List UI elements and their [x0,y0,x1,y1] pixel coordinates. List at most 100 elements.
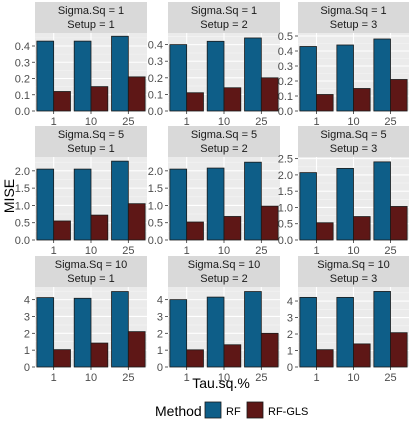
bar-rf [299,172,317,241]
bar-rf [169,299,188,368]
x-tick-label: 1 [51,116,57,128]
y-tick-label: 1 [287,346,293,358]
x-tick-label: 1 [313,116,319,128]
x-tick-label: 10 [347,245,359,257]
bar-rf [111,35,129,112]
y-tick-label: 2.0 [15,166,30,178]
bar-rf [336,167,354,241]
y-tick-label: 0.5 [278,31,293,43]
y-tick-label: 4 [24,295,30,307]
bar-rf [373,38,391,112]
bar-rf [244,161,262,241]
x-tick-label: 1 [51,245,57,257]
y-tick-label: 1.5 [278,186,293,198]
facet-strip-label: Sigma.Sq = 1 [320,5,386,17]
facet-strip-label: Setup = 3 [330,143,377,155]
facet-strip-label: Setup = 3 [330,273,377,285]
y-tick-label: 3 [287,313,293,325]
y-tick-label: 3 [24,311,30,323]
y-tick-label: 0.3 [15,57,30,69]
x-tick-label: 10 [85,116,97,128]
facet-panel: Sigma.Sq = 5 Setup = 2 0.0 0.5 1.0 1.5 2.0 1 10 2… [148,126,280,257]
y-tick-label: 1.0 [148,200,163,212]
x-tick-label: 10 [218,116,230,128]
bar-rf-gls [223,344,242,368]
bar-rf-gls [53,349,71,368]
facet-strip-label: Setup = 2 [200,143,247,155]
x-tick-label: 25 [384,372,396,384]
y-tick-label: 4 [157,295,163,307]
bar-rf-gls [316,222,334,241]
x-tick-label: 25 [122,372,134,384]
bar-rf-gls [186,349,204,368]
bar-rf [206,296,225,368]
y-tick-label: 0.5 [148,218,163,230]
y-tick-label: 0.3 [278,61,293,73]
bar-rf-gls [90,214,109,241]
bar-rf [299,296,317,368]
bar-rf-gls [53,91,71,112]
bar-rf-gls [223,87,242,112]
y-tick-label: 0.0 [148,106,163,118]
bar-rf [299,46,317,112]
x-tick-label: 25 [384,116,396,128]
bar-rf-gls [53,220,71,241]
facet-strip-label: Setup = 2 [200,19,247,31]
y-tick-label: 2 [157,328,163,340]
y-tick-label: 0.0 [278,235,293,247]
facet-strip-label: Sigma.Sq = 1 [58,5,124,17]
facet-panel: Sigma.Sq = 5 Setup = 1 0.0 0.5 1.0 1.5 2.0 1 10 2… [15,126,147,257]
y-tick-label: 0.3 [148,56,163,68]
y-tick-label: 1.0 [278,202,293,214]
x-tick-label: 1 [313,245,319,257]
legend-key-rf-gls [246,401,264,419]
y-tick-label: 0.0 [15,235,30,247]
bar-rf-gls [390,206,408,241]
bar-rf [373,161,391,241]
x-tick-label: 25 [384,245,396,257]
facet-strip-label: Sigma.Sq = 5 [320,129,386,141]
bar-rf-gls [186,92,204,112]
y-tick-label: 0.5 [15,218,30,230]
facet-strip-label: Setup = 1 [67,19,114,31]
y-tick-label: 0.2 [148,73,163,85]
bar-rf-gls [90,342,109,368]
x-tick-label: 25 [255,245,267,257]
y-tick-label: 3 [157,311,163,323]
bar-rf [36,168,55,241]
y-tick-label: 1.5 [15,183,30,195]
y-tick-label: 0 [287,362,293,374]
x-tick-label: 10 [218,372,230,384]
bar-rf-gls [353,216,371,241]
y-tick-label: 2 [24,328,30,340]
y-tick-label: 0.4 [148,40,163,52]
facet-strip-label: Setup = 3 [330,19,377,31]
y-tick-label: 0.2 [278,76,293,88]
facet-strip [168,2,280,33]
facet-panel: Sigma.Sq = 10 Setup = 2 0 1 2 3 4 1 10 25 [157,256,280,384]
x-tick-label: 25 [122,116,134,128]
bar-rf [244,291,262,368]
x-tick-label: 10 [85,245,97,257]
y-tick-label: 0.1 [278,91,293,103]
facet-panel: Sigma.Sq = 5 Setup = 3 0.0 0.5 1.0 1.5 2.0 2.5 1… [278,126,409,257]
bar-rf [169,168,188,241]
facet-strip-label: Sigma.Sq = 10 [317,259,389,271]
bar-rf [169,44,188,112]
y-tick-label: 0 [157,362,163,374]
facet-strip-label: Setup = 1 [67,273,114,285]
bar-rf-gls [127,76,146,112]
y-axis-title: MISE [1,179,17,213]
y-tick-label: 0.4 [15,41,30,53]
bar-rf [73,40,92,112]
bar-rf-gls [353,88,371,112]
facet-strip-label: Sigma.Sq = 1 [191,5,257,17]
y-tick-label: 2.0 [278,170,293,182]
bar-rf-gls [127,331,146,368]
legend: Method RF RF-GLS [155,401,308,419]
x-axis-title: Tau.sq.% [192,375,250,391]
bar-rf-gls [316,94,334,112]
facet-strip-label: Sigma.Sq = 10 [55,259,127,271]
facet-panel: Sigma.Sq = 1 Setup = 3 0.0 0.1 0.2 0.3 0.4 0.5 1… [278,2,409,128]
y-tick-label: 0 [24,362,30,374]
